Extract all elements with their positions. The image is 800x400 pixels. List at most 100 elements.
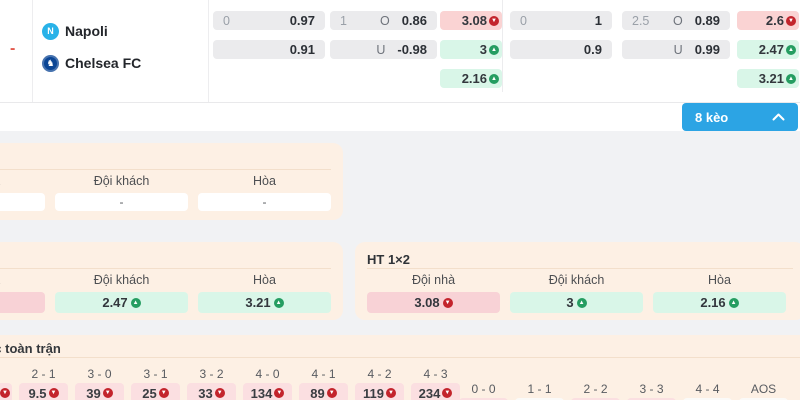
away-header: Đội khách: [93, 273, 150, 287]
odds-cell[interactable]: -: [55, 193, 188, 211]
odds-cell-rising[interactable]: 3.21 ▲: [198, 292, 331, 313]
score-label: 3 - 1: [143, 367, 168, 381]
handicap-value: 0: [223, 13, 230, 28]
score-label: 4 - 4: [695, 382, 720, 396]
draw-header: Hòa: [708, 273, 731, 287]
odds-value: 25: [142, 385, 157, 400]
odds-cell[interactable]: -: [0, 193, 45, 211]
napoli-badge-icon: N: [42, 22, 59, 40]
odds-cell-rising[interactable]: 3.21 ▲: [737, 69, 799, 88]
odds-value: 0.99: [694, 42, 720, 57]
away-team-row[interactable]: ♞ Chelsea FC: [42, 53, 208, 73]
away-team-name: Chelsea FC: [65, 55, 142, 71]
odds-count-collapse-button[interactable]: 8 kèo: [682, 103, 798, 131]
trend-down-icon: ▼: [158, 388, 169, 398]
odds-value: 3: [479, 42, 487, 57]
score-column: 3 - 3: [627, 382, 676, 400]
odds-cell[interactable]: 0 0.97: [213, 11, 325, 30]
odds-cell-rising[interactable]: 2.16 ▲: [653, 292, 786, 313]
home-header: Đội nhà: [411, 273, 456, 287]
score-odds-cell[interactable]: 89 ▼: [299, 383, 348, 400]
teams-panel[interactable]: N Napoli ♞ Chelsea FC: [33, 0, 209, 102]
card-title: [0, 153, 331, 168]
odds-cell[interactable]: 1 O 0.86: [330, 11, 437, 30]
odds-cell[interactable]: 0 1: [510, 11, 612, 30]
score-column: 2 - 0 ▼: [0, 367, 12, 400]
card-divider: [0, 357, 800, 358]
score-column: AOS: [739, 382, 788, 400]
score-odds-cell[interactable]: [571, 398, 620, 400]
score-odds-cell[interactable]: 234 ▼: [411, 383, 460, 400]
odds-cell[interactable]: U -0.98: [330, 40, 437, 59]
odds-value: 134: [250, 385, 273, 400]
score-odds-cell[interactable]: 9.5 ▼: [19, 383, 68, 400]
score-odds-cell[interactable]: 134 ▼: [243, 383, 292, 400]
trend-down-icon: ▼: [274, 388, 285, 398]
score-odds-cell[interactable]: [739, 398, 788, 400]
section-gap: [0, 131, 800, 143]
score-column: 1 - 1: [515, 382, 564, 400]
trend-up-icon: ▲: [728, 297, 739, 308]
score-odds-cell[interactable]: 25 ▼: [131, 383, 180, 400]
result-odds-column-2: 2.6 ▼ 2.47 ▲ 3.21 ▲: [737, 11, 799, 102]
odds-count-label: 8 kèo: [695, 109, 729, 125]
score-column: -: [0, 0, 33, 102]
score-odds-cell[interactable]: 33 ▼: [187, 383, 236, 400]
score-label: 3 - 3: [639, 382, 664, 396]
score-label: 2 - 2: [583, 382, 608, 396]
odds-value: 0.97: [289, 13, 315, 28]
odds-cell-rising[interactable]: 3 ▲: [510, 292, 643, 313]
score-odds-cell[interactable]: [515, 398, 564, 400]
odds-cell-dropping[interactable]: 3.08 ▼: [440, 11, 502, 30]
trend-up-icon: ▲: [130, 297, 141, 308]
score-column: 0 - 0: [459, 382, 508, 400]
odds-cell[interactable]: -: [198, 193, 331, 211]
trend-up-icon: ▲: [786, 44, 796, 55]
home-header: Đội nhà: [0, 174, 45, 190]
odds-cell-rising[interactable]: 2.16 ▲: [440, 69, 502, 88]
score-odds-cell[interactable]: 39 ▼: [75, 383, 124, 400]
odds-value: 2.6: [765, 13, 784, 28]
odds-cell-dropping[interactable]: [0, 292, 45, 313]
score-placeholder: -: [10, 40, 16, 57]
over-under-column-2: 2.5 O 0.89 U 0.99: [622, 11, 730, 102]
odds-cell-rising[interactable]: 2.47 ▲: [737, 40, 799, 59]
odds-value: 3: [566, 295, 574, 310]
market-card-correct-score: Tỷ số chính xác toàn trận 2 - 0 ▼ 2 - 1 …: [0, 335, 800, 400]
home-team-row[interactable]: N Napoli: [42, 21, 208, 41]
odds-cell-dropping[interactable]: 3.08 ▼: [367, 292, 500, 313]
score-column: 4 - 2 119 ▼: [355, 367, 404, 400]
score-column: 4 - 3 234 ▼: [411, 367, 460, 400]
score-odds-cell[interactable]: [683, 398, 732, 400]
trend-up-icon: ▲: [489, 73, 499, 84]
odds-cell[interactable]: 0.9: [510, 40, 612, 59]
score-odds-cell[interactable]: [459, 398, 508, 400]
odds-value: 2.16: [461, 71, 487, 86]
odds-area: 0 0.97 0.91 1 O 0.86 U -0.98: [209, 0, 800, 102]
score-odds-cell[interactable]: ▼: [0, 383, 12, 400]
card-divider: [0, 169, 331, 170]
score-odds-cell[interactable]: 119 ▼: [355, 383, 404, 400]
score-odds-cell[interactable]: [627, 398, 676, 400]
odds-cell[interactable]: 2.5 O 0.89: [622, 11, 730, 30]
group-divider: [502, 0, 503, 92]
correct-score-group-1: 2 - 0 ▼ 2 - 1 9.5 ▼ 3 - 0 39: [0, 367, 460, 400]
odds-value: 33: [198, 385, 213, 400]
market-card-ht1x2: HT 1×2 Đội nhà Đội khách Hòa 3.08 ▼ 3 ▲ …: [355, 242, 800, 320]
odds-cell[interactable]: U 0.99: [622, 40, 730, 59]
handicap-value: 1: [340, 13, 347, 28]
odds-cell[interactable]: 0.91: [213, 40, 325, 59]
odds-cell-rising[interactable]: 3 ▲: [440, 40, 502, 59]
score-label: 0 - 0: [471, 382, 496, 396]
odds-cell-rising[interactable]: 2.47 ▲: [55, 292, 188, 313]
odds-value: 234: [418, 385, 441, 400]
score-label: 3 - 2: [199, 367, 224, 381]
odds-value: 39: [86, 385, 101, 400]
score-column: 4 - 4: [683, 382, 732, 400]
odds-cell-dropping[interactable]: 2.6 ▼: [737, 11, 799, 30]
score-column: 2 - 2: [571, 382, 620, 400]
over-under-column: 1 O 0.86 U -0.98: [330, 11, 437, 102]
score-label: AOS: [750, 382, 777, 396]
markets-area: Đội nhà Đội khách Hòa - - - Đội nhà Đội …: [0, 143, 800, 400]
